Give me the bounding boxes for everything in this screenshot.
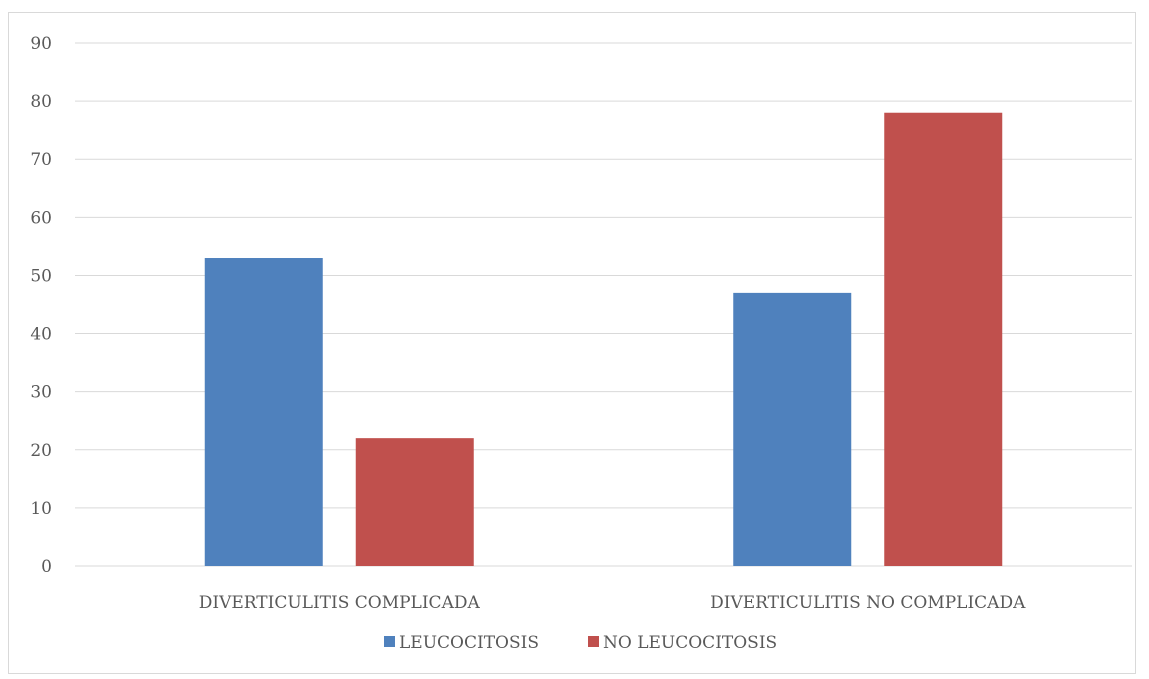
y-tick-label-70: 70 [30,150,52,170]
bar-no-leucocitosis-0 [355,438,474,566]
y-tick-label-50: 50 [30,266,52,286]
y-tick-label-10: 10 [30,499,52,519]
bar-leucocitosis-0 [204,258,323,566]
x-category-label-1: DIVERTICULITIS NO COMPLICADA [710,593,1026,613]
y-tick-label-30: 30 [30,383,52,403]
y-tick-label-90: 90 [30,34,52,54]
y-tick-label-80: 80 [30,92,52,112]
y-tick-label-60: 60 [30,208,52,228]
y-tick-label-40: 40 [30,325,52,345]
legend-label-0: LEUCOCITOSIS [399,633,539,653]
legend-swatch-1 [588,636,599,647]
bar-no-leucocitosis-1 [884,112,1003,566]
y-tick-label-20: 20 [30,441,52,461]
x-category-label-0: DIVERTICULITIS COMPLICADA [199,593,481,613]
bar-leucocitosis-1 [733,292,852,566]
legend-label-1: NO LEUCOCITOSIS [603,633,777,653]
y-tick-label-0: 0 [41,557,52,577]
legend-swatch-0 [384,636,395,647]
